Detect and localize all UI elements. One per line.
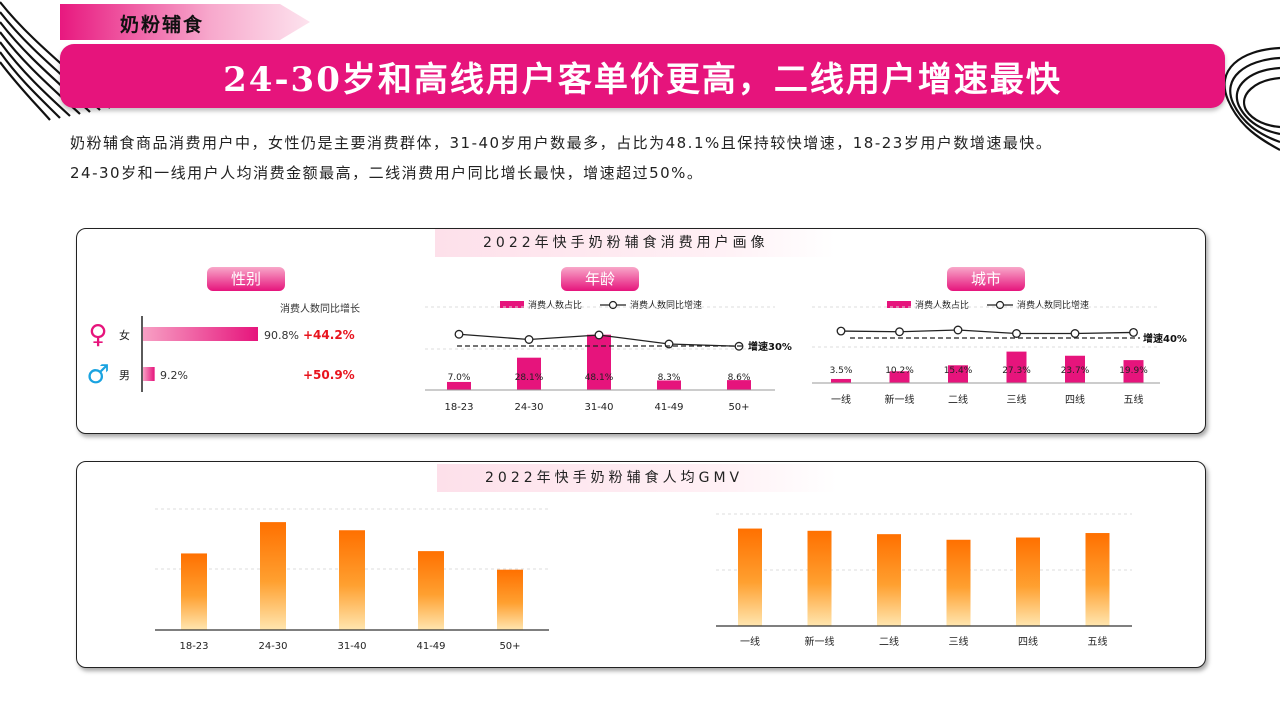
gmv-city-category-label: 一线 [740,635,760,648]
gender-growth-label: +44.2% [303,328,355,342]
city-growth-marker [1070,329,1080,338]
gmv-age-category-label: 18-23 [179,641,208,652]
gmv-city-category-label: 三线 [949,635,969,648]
gmv-age-category-label: 50+ [499,641,520,652]
gmv-title: 2022年快手奶粉辅食人均GMV [437,464,837,492]
page-title: 24-30岁和高线用户客单价更高，二线用户增速最快 [223,59,1062,100]
user-profile-title: 2022年快手奶粉辅食消费用户画像 [435,229,835,257]
city-value-label: 10.2% [885,366,914,376]
age-value-label: 28.1% [515,373,544,383]
gender-value-label: 9.2% [160,369,188,382]
city-reference-label: 增速40% [1143,332,1187,345]
city-category-label: 新一线 [885,393,915,406]
gender-category-label: 女 [119,328,130,342]
city-category-label: 四线 [1065,393,1085,406]
city-growth-marker [1012,329,1021,338]
age-pill: 年龄 [561,267,639,291]
age-legend-bar-label: 消费人数占比 [528,299,582,311]
gmv-city-bar [946,539,971,626]
age-category-label: 31-40 [584,402,613,413]
gmv-age-bar [181,553,207,630]
city-value-label: 27.3% [1002,366,1031,376]
gender-category-label: 男 [119,369,130,382]
age-reference-label: 增速30% [748,340,792,353]
age-value-label: 7.0% [448,373,471,383]
banner-title-bar: 24-30岁和高线用户客单价更高，二线用户增速最快 [60,44,1225,108]
gender-growth-label: +50.9% [303,368,355,382]
gmv-age-category-label: 41-49 [416,641,445,652]
city-category-label: 二线 [948,393,968,406]
gender-bar [143,367,155,381]
city-category-label: 一线 [831,393,851,406]
gender-bar [143,327,258,341]
age-bar [447,381,471,390]
age-growth-marker [664,339,674,349]
city-growth-marker [836,326,846,336]
city-value-label: 23.7% [1061,366,1090,376]
age-legend-line-label: 消费人数同比增速 [630,299,702,311]
age-bar [727,380,751,390]
gmv-age-bar [260,522,286,630]
description: 奶粉辅食商品消费用户中，女性仍是主要消费群体，31-40岁用户数最多，占比为48… [70,128,1250,188]
city-growth-marker [895,327,904,337]
city-value-label: 3.5% [830,366,853,376]
gender-pill: 性别 [207,267,285,291]
age-bar [517,357,541,390]
age-bar [587,334,611,390]
description-line-1: 奶粉辅食商品消费用户中，女性仍是主要消费群体，31-40岁用户数最多，占比为48… [70,134,1053,152]
city-value-label: 15.4% [944,366,973,376]
gmv-city-bar [807,530,832,626]
age-legend-bar-swatch [500,301,524,308]
city-legend-bar-swatch [887,301,911,308]
city-growth-marker [1129,328,1138,337]
city-bar [889,371,910,383]
gmv-city-category-label: 新一线 [805,635,835,648]
city-growth-line [840,329,1134,335]
city-value-label: 19.9% [1119,366,1148,376]
gmv-age-bar [418,551,444,630]
age-category-label: 41-49 [654,402,683,413]
city-bar [1123,360,1144,383]
age-growth-marker [524,335,534,344]
description-line-2: 24-30岁和一线用户人均消费金额最高，二线消费用户同比增长最快，增速超过50%… [70,164,704,182]
gmv-city-category-label: 二线 [879,635,899,648]
age-bar [657,380,681,390]
age-growth-marker [454,329,464,339]
city-bar [1006,351,1027,383]
city-category-label: 五线 [1124,393,1144,406]
gmv-age-category-label: 31-40 [337,641,366,652]
city-legend-bar-label: 消费人数占比 [915,299,969,311]
male-icon: ♂ [86,360,109,390]
gmv-city-bar [1085,533,1110,626]
gmv-city-bar [738,528,762,626]
city-legend-line-label: 消费人数同比增速 [1017,299,1089,311]
gender-value-label: 90.8% [264,329,299,342]
city-pill: 城市 [947,267,1025,291]
female-icon: ♀ [88,320,107,350]
gmv-age-category-label: 24-30 [258,641,287,652]
gmv-city-bar [877,534,901,626]
gmv-city-category-label: 五线 [1088,635,1108,648]
gmv-city-category-label: 四线 [1018,635,1038,648]
age-value-label: 48.1% [585,373,614,383]
gmv-age-bar [339,530,365,630]
gmv-city-bar [1016,537,1040,626]
age-category-label: 24-30 [514,402,543,413]
city-category-label: 三线 [1007,393,1027,406]
age-value-label: 8.6% [728,373,751,383]
age-growth-marker [594,330,604,340]
city-bar [1065,355,1085,383]
city-bar [831,378,851,383]
gmv-age-bar [497,569,523,630]
city-growth-marker [953,325,963,335]
age-category-label: 50+ [728,402,749,413]
age-value-label: 8.3% [658,373,681,383]
age-category-label: 18-23 [444,402,473,413]
city-bar [948,365,968,383]
section-tag: 奶粉辅食 [60,4,310,40]
gender-growth-header: 消费人数同比增长 [280,302,360,315]
